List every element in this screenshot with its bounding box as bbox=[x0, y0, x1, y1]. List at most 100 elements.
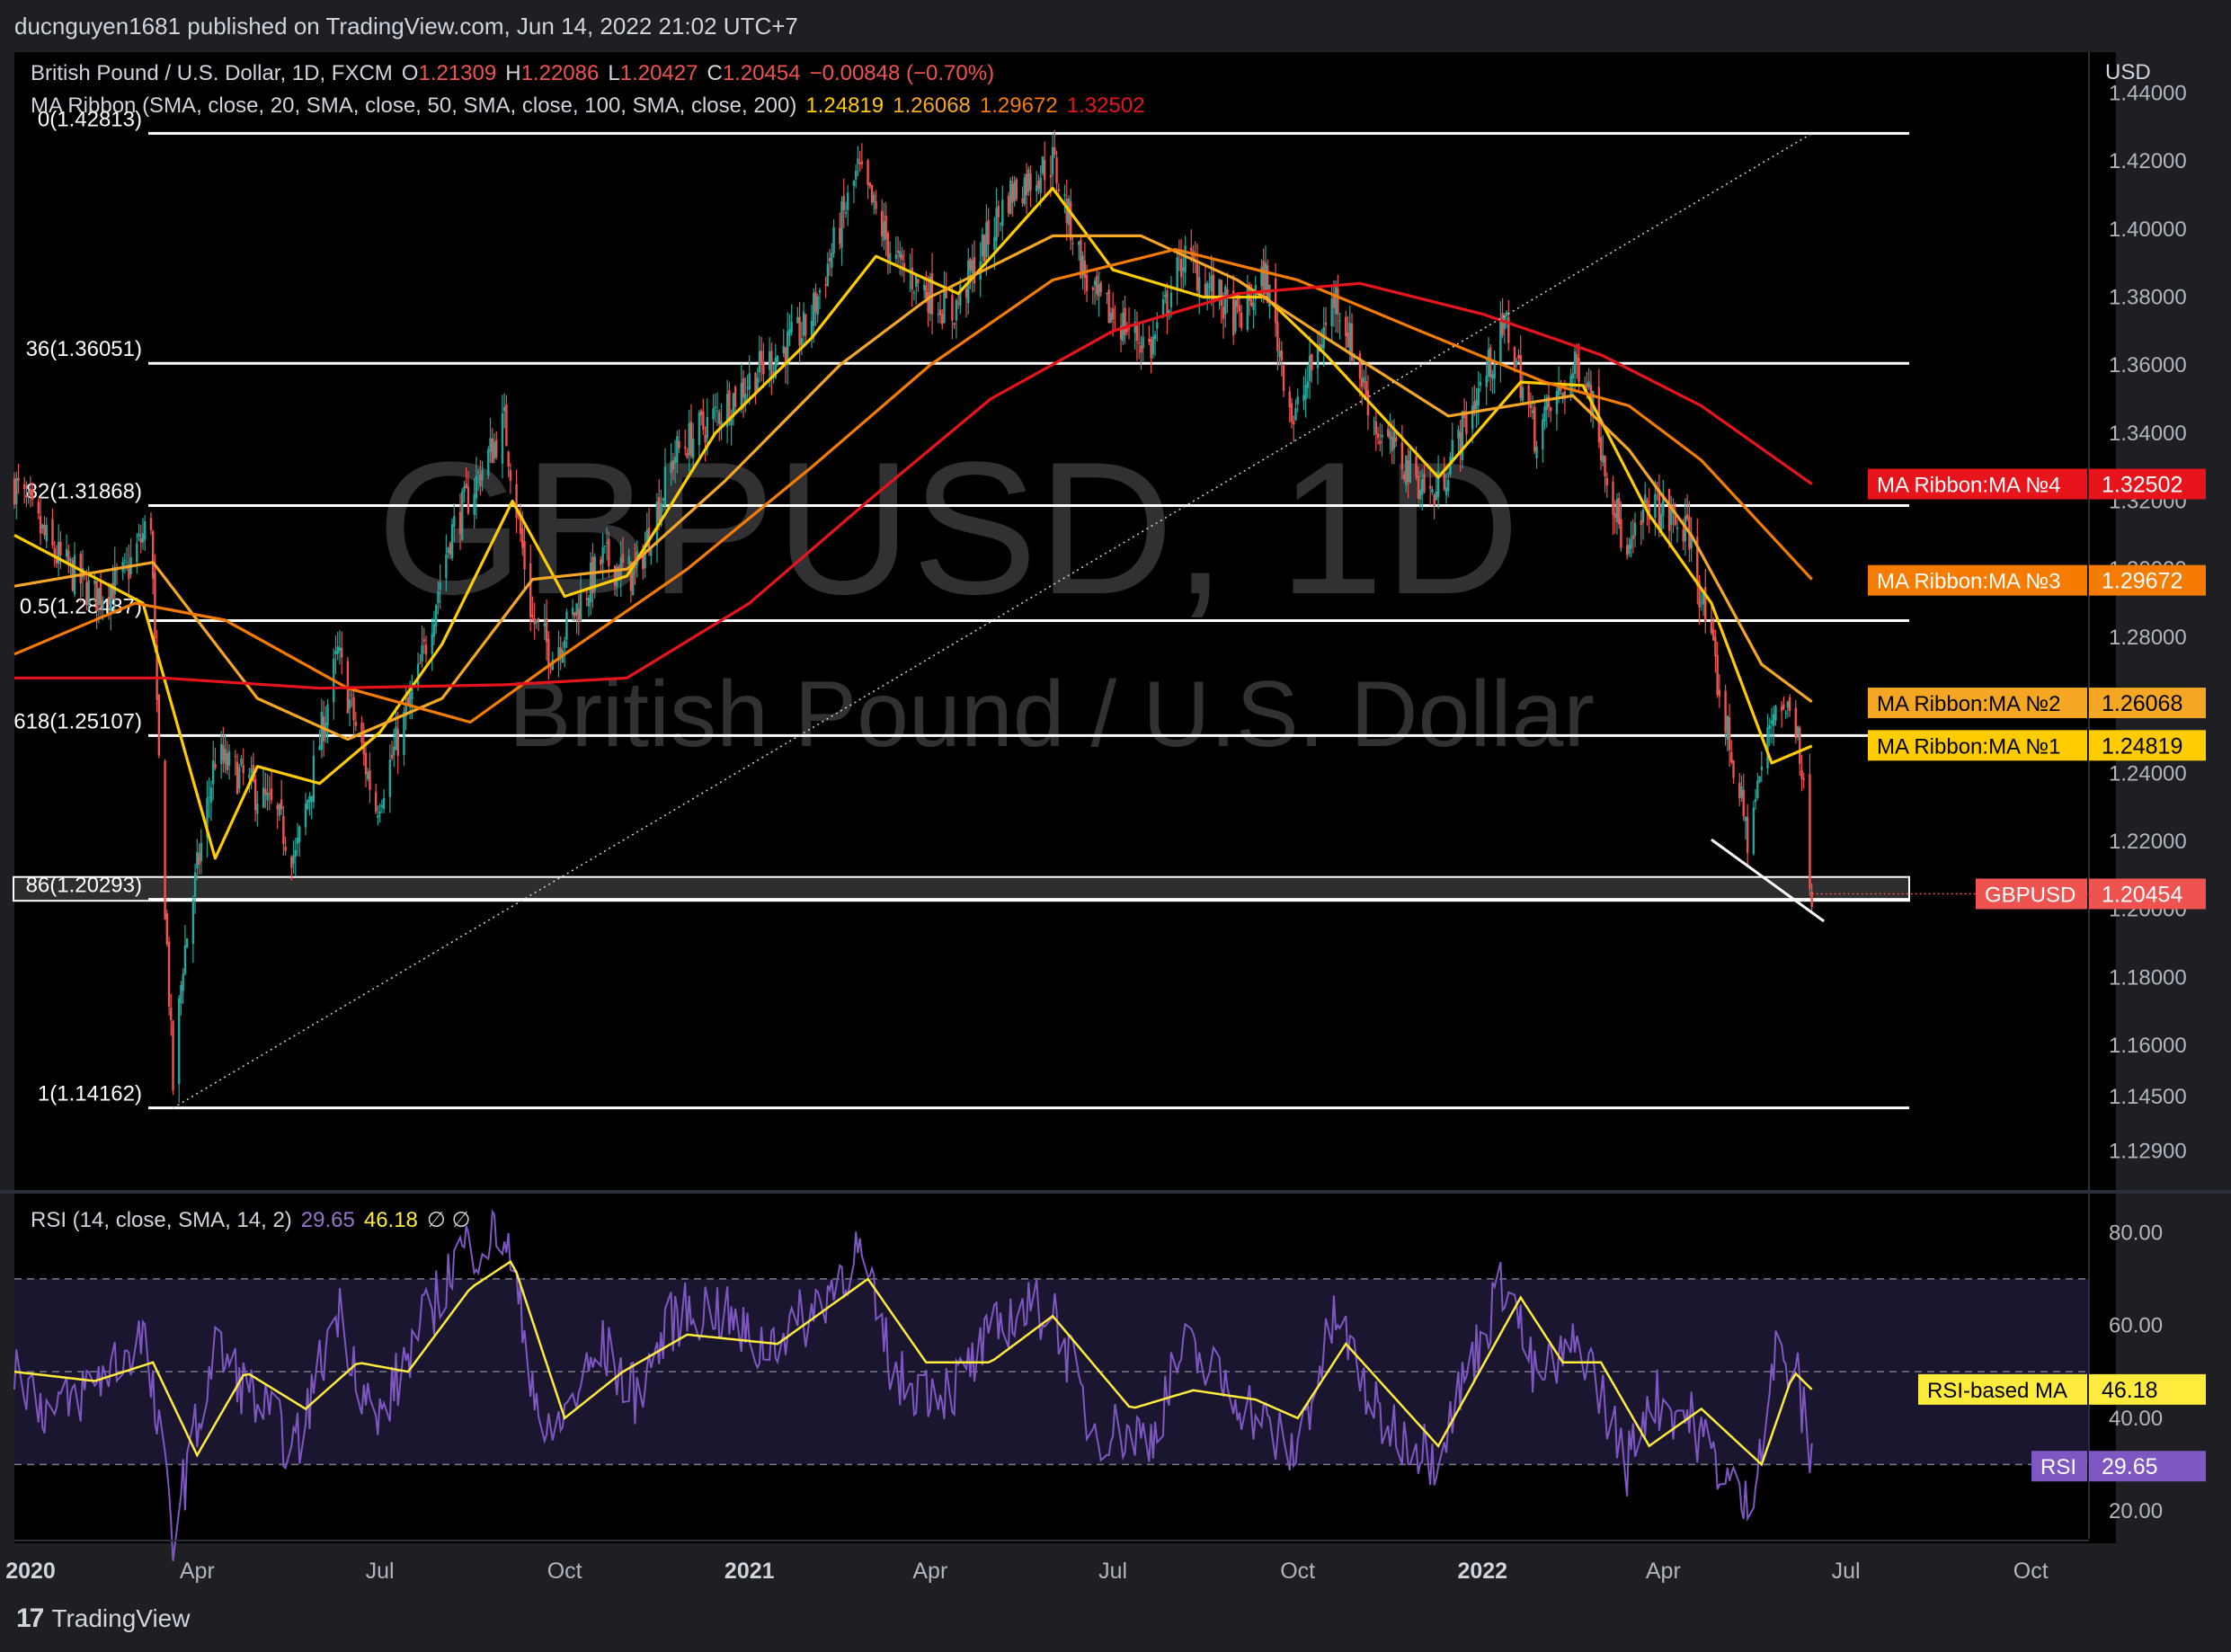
candle-body bbox=[911, 267, 913, 290]
candle-body bbox=[873, 194, 876, 203]
candle-body bbox=[1302, 395, 1305, 402]
candle-body bbox=[1527, 385, 1530, 405]
rsi-legend[interactable]: RSI (14, close, SMA, 14, 2) 29.65 46.18 ∅ ∅ bbox=[31, 1207, 479, 1233]
candle-body bbox=[1578, 358, 1580, 382]
candle-body bbox=[1633, 522, 1637, 537]
candle-body bbox=[157, 694, 161, 756]
candle-body bbox=[97, 588, 101, 605]
legend-symbol[interactable]: British Pound / U.S. Dollar, 1D, FXCM bbox=[31, 61, 393, 85]
candle-body bbox=[136, 543, 138, 563]
candle-body bbox=[37, 502, 40, 514]
candle-body bbox=[1447, 479, 1450, 492]
candle-body bbox=[938, 309, 942, 315]
candle-body bbox=[489, 438, 492, 452]
candle-body bbox=[613, 564, 617, 586]
fib-retracement[interactable]: 0(1.42813)36(1.36051)82(1.31868)0.5(1.28… bbox=[13, 107, 1910, 1110]
candle-body bbox=[1605, 478, 1608, 486]
candle-body bbox=[1080, 240, 1082, 279]
candle-body bbox=[689, 422, 693, 457]
candle-body bbox=[776, 355, 779, 364]
candle-body bbox=[99, 582, 102, 606]
candle-body bbox=[1176, 257, 1178, 290]
price-label-value-box bbox=[2089, 878, 2206, 910]
time-axis-tick: Jul bbox=[1098, 1559, 1127, 1584]
candle-body bbox=[354, 722, 358, 726]
candle-body bbox=[1204, 283, 1207, 299]
candle-body bbox=[796, 316, 799, 324]
candle-body bbox=[1465, 413, 1468, 435]
candle-body bbox=[868, 182, 871, 187]
ma2-value: 1.26068 bbox=[893, 93, 971, 118]
candle-body bbox=[955, 299, 958, 321]
candle-body bbox=[1379, 440, 1382, 444]
candle-body bbox=[914, 273, 918, 288]
candle-body bbox=[479, 474, 482, 487]
candle-body bbox=[627, 555, 630, 564]
candle-body bbox=[437, 591, 440, 604]
rsi-label[interactable]: RSI (14, close, SMA, 14, 2) bbox=[31, 1208, 292, 1232]
candle-body bbox=[123, 560, 127, 562]
candle-body bbox=[308, 795, 311, 803]
candle-body bbox=[1366, 390, 1370, 416]
candle-body bbox=[832, 226, 835, 254]
candle-body bbox=[1491, 374, 1494, 379]
candle-body bbox=[814, 291, 817, 313]
candle-body bbox=[1641, 509, 1645, 523]
tradingview-logo[interactable]: 17 TradingView bbox=[16, 1603, 190, 1634]
candle-body bbox=[1234, 300, 1237, 332]
candle-body bbox=[1433, 494, 1435, 507]
candle-body bbox=[388, 759, 392, 797]
candle-body bbox=[1473, 401, 1476, 413]
candle-body bbox=[1744, 816, 1747, 822]
candle-body bbox=[1161, 299, 1165, 316]
candle-body bbox=[1738, 782, 1741, 799]
ma4-value: 1.32502 bbox=[1066, 93, 1145, 118]
candle-body bbox=[110, 585, 112, 612]
candle-body bbox=[1545, 397, 1548, 411]
rsi-axis-tick: 20.00 bbox=[2109, 1499, 2163, 1523]
candle-body bbox=[65, 548, 68, 557]
main-legend[interactable]: British Pound / U.S. Dollar, 1D, FXCM O1.… bbox=[31, 61, 1003, 86]
candle-body bbox=[760, 351, 763, 365]
candle-body bbox=[772, 371, 775, 373]
candle-body bbox=[1487, 349, 1490, 377]
candle-body bbox=[1083, 260, 1087, 279]
candle-body bbox=[1682, 528, 1684, 542]
candle-body bbox=[362, 742, 365, 755]
candle-body bbox=[1499, 319, 1502, 363]
candle-body bbox=[1085, 274, 1089, 291]
price-axis-tick: 1.42000 bbox=[2109, 149, 2187, 173]
ma-line-2 bbox=[13, 234, 1813, 742]
candle-body bbox=[557, 646, 560, 662]
candle-body bbox=[608, 538, 610, 566]
candle-body bbox=[380, 804, 384, 807]
candle-body bbox=[1135, 325, 1139, 342]
candle-body bbox=[744, 394, 747, 404]
candle-body bbox=[326, 704, 329, 726]
candle-body bbox=[1001, 200, 1004, 226]
candle-body bbox=[1389, 431, 1391, 440]
candle-body bbox=[208, 796, 210, 798]
candle-body bbox=[1137, 342, 1141, 344]
candle-body bbox=[1027, 169, 1030, 192]
candle-body bbox=[551, 659, 554, 671]
candle-body bbox=[860, 161, 864, 164]
candle-body bbox=[1288, 391, 1291, 408]
candle-body bbox=[1164, 295, 1167, 298]
candle-body bbox=[844, 211, 848, 214]
price-label-value: 1.20454 bbox=[2102, 882, 2182, 907]
candle-body bbox=[240, 759, 243, 765]
candle-body bbox=[182, 973, 184, 991]
price-label-value: 29.65 bbox=[2102, 1454, 2158, 1479]
rsi-hidden-values: ∅ ∅ bbox=[426, 1208, 471, 1232]
ma-ribbon-label[interactable]: MA Ribbon (SMA, close, 20, SMA, close, 5… bbox=[31, 93, 797, 118]
candle-body bbox=[616, 566, 618, 587]
candle-body bbox=[1015, 179, 1018, 200]
ma-ribbon-legend[interactable]: MA Ribbon (SMA, close, 20, SMA, close, 5… bbox=[31, 93, 1153, 119]
candle-body bbox=[971, 260, 973, 274]
candle-body bbox=[1407, 460, 1409, 483]
price-axis-tick: 1.44000 bbox=[2109, 81, 2187, 105]
candle-body bbox=[1431, 489, 1434, 493]
candle-body bbox=[1573, 351, 1577, 374]
